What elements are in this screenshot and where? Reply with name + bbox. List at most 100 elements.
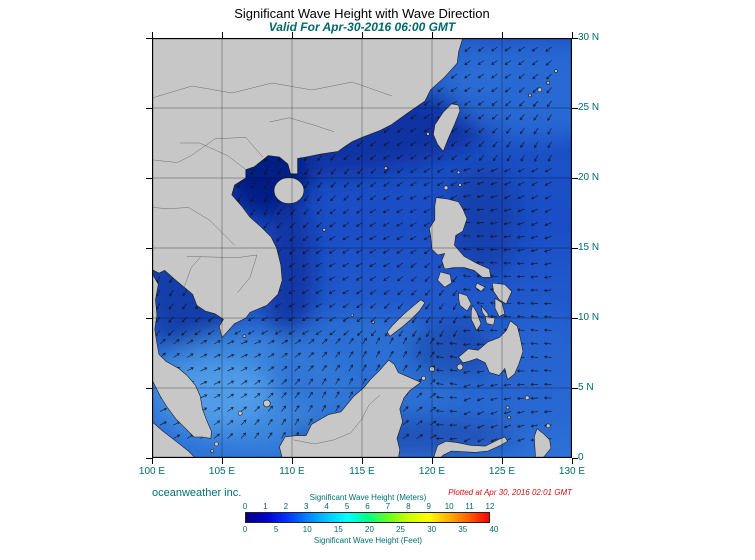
- island-conson: [242, 334, 247, 339]
- lon-tickmark-bottom-2: [292, 458, 293, 464]
- island-sulu-2: [421, 375, 426, 381]
- colorbar-meters-title: Significant Wave Height (Meters): [309, 493, 427, 502]
- feet-tick-2: 10: [302, 525, 312, 534]
- meters-tick-10: 10: [444, 502, 454, 511]
- island-ryukyu-4: [554, 69, 558, 73]
- island-basilan: [456, 363, 464, 371]
- lat-label-1: 25 N: [578, 102, 600, 113]
- meters-tick-8: 8: [406, 502, 411, 511]
- island-babuyan-2: [458, 183, 462, 187]
- lat-tickmark-left-2: [146, 178, 152, 179]
- meters-tick-11: 11: [465, 502, 474, 511]
- island-babuyan-1: [443, 185, 449, 191]
- lon-tickmark-top-4: [432, 32, 433, 38]
- lat-tickmark-left-3: [146, 248, 152, 249]
- island-anambas: [237, 410, 243, 416]
- land-borneo: [279, 359, 422, 459]
- island-ryukyu-3: [528, 93, 532, 98]
- feet-tick-7: 35: [458, 525, 468, 534]
- land-mindanao: [458, 320, 524, 380]
- lon-tickmark-top-1: [222, 32, 223, 38]
- lon-tickmark-top-5: [502, 32, 503, 38]
- lat-label-0: 30 N: [578, 32, 600, 43]
- country-borders: [151, 81, 393, 445]
- meters-tick-3: 3: [304, 502, 309, 511]
- meters-tick-7: 7: [385, 502, 391, 511]
- feet-tick-0: 0: [242, 525, 248, 534]
- lon-tickmark-bottom-0: [152, 458, 153, 464]
- grid-lines: [152, 38, 572, 458]
- lon-tickmark-bottom-3: [362, 458, 363, 464]
- island-riau-2: [210, 449, 215, 453]
- meters-tick-1: 1: [263, 502, 268, 511]
- land-panay: [458, 292, 472, 312]
- lon-tickmark-bottom-1: [222, 458, 223, 464]
- land-masses: [151, 37, 558, 459]
- lat-tickmark-left-1: [146, 108, 152, 109]
- lat-tickmark-right-4: [572, 318, 578, 319]
- lat-tickmark-right-5: [572, 388, 578, 389]
- island-riau-1: [214, 441, 219, 447]
- lon-tickmark-top-0: [152, 32, 153, 38]
- lat-tickmark-left-0: [146, 38, 152, 39]
- island-morotai: [545, 423, 551, 429]
- meters-tick-6: 6: [365, 502, 370, 511]
- lon-tickmark-bottom-5: [502, 458, 503, 464]
- island-sangihe-2: [507, 415, 511, 420]
- land-taiwan: [433, 103, 461, 152]
- lat-label-3: 15 N: [578, 242, 600, 253]
- island-spratly-2: [371, 320, 375, 324]
- lon-label-5: 125 E: [488, 466, 516, 477]
- lat-tickmark-right-3: [572, 248, 578, 249]
- island-spratly-1: [350, 313, 354, 317]
- land-malay-peninsula: [151, 272, 212, 439]
- credit-text: oceanweather inc.: [152, 487, 242, 499]
- land-luzon: [428, 197, 492, 278]
- lon-label-1: 105 E: [208, 466, 236, 477]
- feet-tick-5: 25: [396, 525, 406, 534]
- island-sangihe-1: [505, 405, 510, 410]
- meters-tick-12: 12: [485, 502, 495, 511]
- lat-tickmark-left-4: [146, 318, 152, 319]
- lon-tickmark-bottom-6: [572, 458, 573, 464]
- island-talaud: [524, 395, 530, 401]
- lon-label-4: 120 E: [418, 466, 446, 477]
- land-hainan: [273, 177, 305, 204]
- lat-tickmark-right-1: [572, 108, 578, 109]
- meters-tick-4: 4: [324, 502, 329, 511]
- lon-label-2: 110 E: [279, 466, 305, 477]
- land-masbate: [475, 282, 486, 292]
- lon-tickmark-bottom-4: [432, 458, 433, 464]
- lon-label-3: 115 E: [349, 466, 375, 477]
- feet-tick-4: 20: [365, 525, 374, 534]
- lat-tickmark-left-6: [146, 458, 152, 459]
- lat-label-5: 5 N: [578, 382, 594, 393]
- page-title: Significant Wave Height with Wave Direct…: [234, 6, 490, 21]
- meters-tick-2: 2: [283, 502, 289, 511]
- island-batanes: [456, 170, 461, 175]
- land-sulawesi: [433, 436, 508, 459]
- colorbar-feet-title: Significant Wave Height (Feet): [313, 536, 423, 545]
- lat-label-4: 10 N: [578, 312, 600, 323]
- lon-tickmark-top-6: [572, 32, 573, 38]
- lat-tickmark-right-2: [572, 178, 578, 179]
- lat-label-6: 0: [578, 452, 584, 463]
- land-bohol: [484, 316, 496, 326]
- meters-tick-9: 9: [426, 502, 431, 511]
- meters-tick-0: 0: [242, 502, 248, 511]
- feet-tick-8: 40: [489, 525, 499, 534]
- lat-tickmark-right-6: [572, 458, 578, 459]
- land-mainland-asia: [151, 37, 464, 338]
- meters-tick-5: 5: [344, 502, 350, 511]
- feet-tick-3: 15: [333, 525, 343, 534]
- island-paracel: [322, 228, 326, 232]
- island-ryukyu-2: [546, 80, 551, 85]
- plotted-at-text: Plotted at Apr 30, 2016 02:01 GMT: [448, 488, 572, 497]
- feet-tick-6: 30: [427, 525, 437, 534]
- map-canvas: [142, 37, 625, 459]
- feet-tick-1: 5: [273, 525, 279, 534]
- island-ryukyu-1: [537, 87, 543, 93]
- land-mindoro: [437, 271, 452, 288]
- island-natuna: [263, 399, 271, 408]
